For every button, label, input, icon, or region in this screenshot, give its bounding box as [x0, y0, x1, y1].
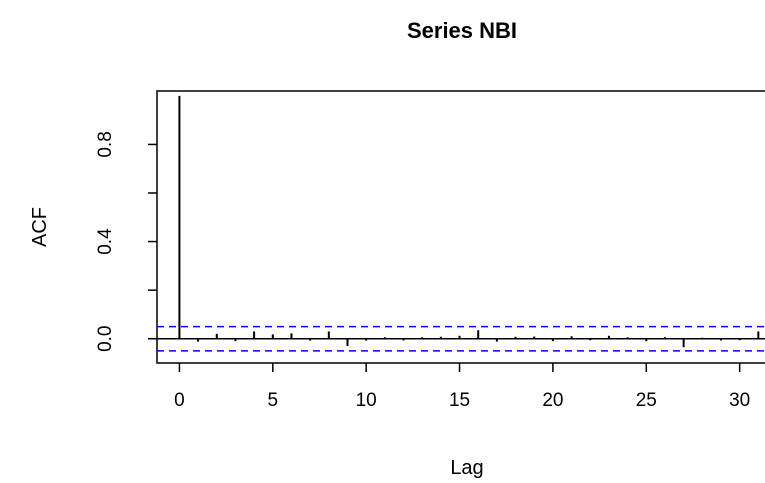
- x-tick-label-20: 20: [542, 390, 563, 411]
- x-tick-label-25: 25: [636, 390, 657, 411]
- chart-title: Series NBI: [407, 18, 517, 43]
- y-tick-label-0.8: 0.8: [95, 131, 116, 157]
- y-tick-label-0.4: 0.4: [95, 228, 116, 255]
- x-tick-label-5: 5: [267, 390, 278, 411]
- plot-frame: [156, 90, 765, 364]
- y-axis-label: ACF: [29, 207, 51, 247]
- x-tick-label-15: 15: [449, 390, 470, 411]
- acf-bars: [178, 95, 760, 348]
- x-tick-label-0: 0: [174, 390, 185, 411]
- x-axis-label: Lag: [450, 457, 483, 479]
- x-tick-label-10: 10: [356, 390, 377, 411]
- x-tick-label-30: 30: [729, 390, 750, 411]
- y-tick-label-0: 0.0: [95, 326, 116, 352]
- x-axis: 0 5 10 15 20 25 30: [174, 363, 750, 411]
- y-axis: 0.0 0.4 0.8: [95, 131, 157, 352]
